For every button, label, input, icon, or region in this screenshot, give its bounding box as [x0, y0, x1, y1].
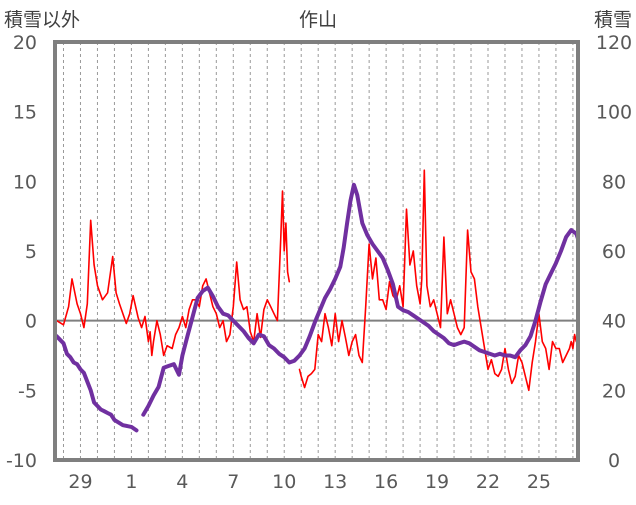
snow-depth-line-segment-1	[141, 182, 580, 417]
snow-depth-line-segment-0	[54, 334, 139, 433]
y-right-tick-label: 100	[596, 102, 632, 124]
y-left-axis-label: 積雪以外	[4, 9, 80, 31]
y-right-tick-label: 60	[602, 241, 626, 263]
x-tick-labels: 29 1 4 7 10 13 16 19 22 25	[68, 471, 551, 493]
y-left-tick-label: 15	[13, 102, 37, 124]
chart-title: 作山	[299, 9, 337, 31]
y-left-tick-label: 0	[25, 311, 37, 333]
x-tick-label: 29	[68, 471, 92, 493]
x-tick-label: 7	[227, 471, 239, 493]
x-tick-label: 4	[176, 471, 188, 493]
x-tick-label: 16	[374, 471, 398, 493]
y-right-axis-label: 積雪	[594, 9, 632, 31]
x-tick-label: 13	[323, 471, 347, 493]
x-tick-label: 22	[476, 471, 500, 493]
series-layer	[54, 169, 580, 433]
y-right-tick-labels: 120 100 80 60 40 20 0	[596, 32, 632, 472]
x-tick-label: 25	[527, 471, 551, 493]
y-right-tick-label: 80	[602, 171, 626, 193]
y-left-tick-label: 20	[13, 32, 37, 54]
y-right-tick-label: 40	[602, 311, 626, 333]
y-left-tick-label: 10	[13, 171, 37, 193]
x-tick-label: 19	[425, 471, 449, 493]
x-tick-label: 1	[125, 471, 137, 493]
grid-layer	[62, 42, 574, 460]
temperature-line-segment-0	[55, 190, 291, 357]
temperature-line-segment-1	[298, 169, 579, 392]
y-left-tick-label: -10	[6, 450, 37, 472]
x-tick-label: 10	[272, 471, 296, 493]
plot-frame	[53, 40, 580, 462]
y-right-tick-label: 20	[602, 380, 626, 402]
y-right-tick-label: 0	[608, 450, 620, 472]
y-left-tick-label: 5	[25, 241, 37, 263]
y-left-tick-labels: 20 15 10 5 0 -5 -10	[6, 32, 37, 472]
y-left-tick-label: -5	[18, 380, 37, 402]
y-right-tick-label: 120	[596, 32, 632, 54]
